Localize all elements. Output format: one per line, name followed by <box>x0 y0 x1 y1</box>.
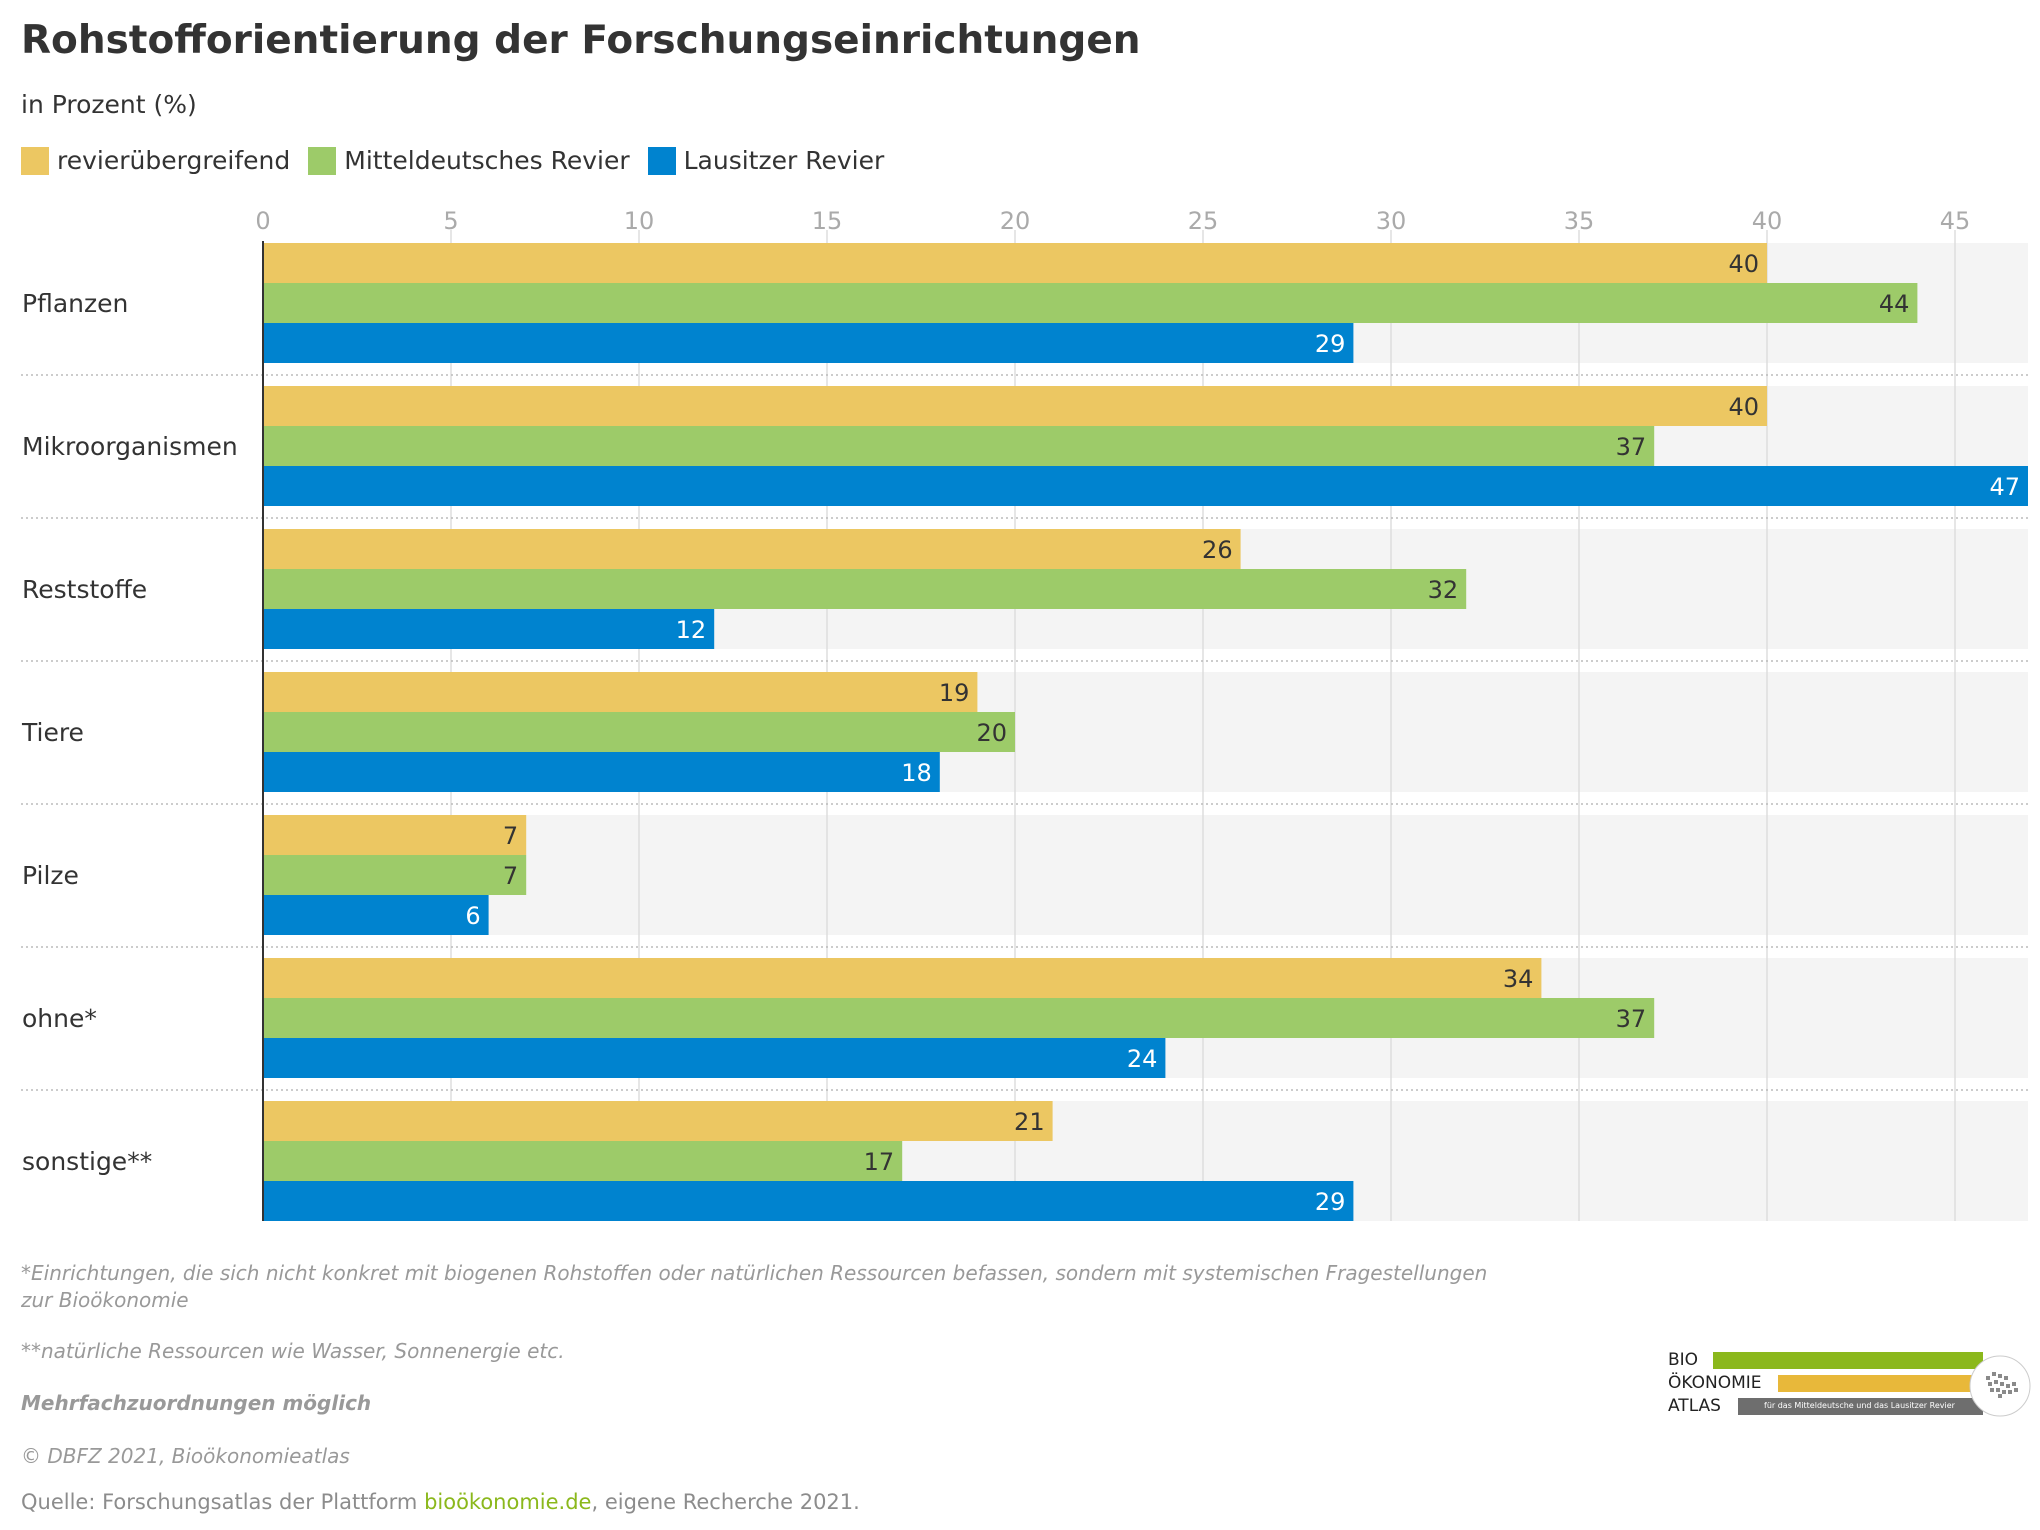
bar-sonstige-revierübergreifend <box>263 1101 1053 1141</box>
bioeconomy-atlas-logo: BIO ÖKONOMIE ATLAS für das Mitteldeutsch… <box>1668 1346 2038 1426</box>
legend-item-revieruebergreifend[interactable]: revierübergreifend <box>21 146 290 175</box>
legend-swatch-revieruebergreifend <box>21 146 49 175</box>
data-label-tiere-lausitzer-revier: 18 <box>901 759 932 787</box>
bar-sonstige-mitteldeutsches-revier <box>263 1141 903 1181</box>
bar-ohne-lausitzer-revier <box>263 1038 1166 1078</box>
data-label-tiere-revierübergreifend: 19 <box>939 679 970 707</box>
bar-mikroorganismen-revierübergreifend <box>263 386 1767 426</box>
data-label-reststoffe-mitteldeutsches-revier: 32 <box>1428 576 1459 604</box>
logo-bar-grey <box>1738 1398 1983 1415</box>
bar-pflanzen-lausitzer-revier <box>263 323 1354 363</box>
chart-title: Rohstofforientierung der Forschungseinri… <box>21 18 1141 63</box>
x-tick-label-25: 25 <box>1188 207 1219 235</box>
x-tick-label-10: 10 <box>624 207 655 235</box>
footnote-sonstige: **natürliche Ressourcen wie Wasser, Sonn… <box>21 1339 565 1363</box>
footnote-ohne: *Einrichtungen, die sich nicht konkret m… <box>21 1261 1488 1285</box>
legend-swatch-mitteldeutsches-revier <box>308 146 337 175</box>
bar-pflanzen-mitteldeutsches-revier <box>263 283 1918 323</box>
source-prefix: Quelle: Forschungsatlas der Plattform <box>21 1490 425 1514</box>
source-line: Quelle: Forschungsatlas der Plattform bi… <box>21 1490 860 1514</box>
bar-tiere-lausitzer-revier <box>263 752 940 792</box>
data-label-ohne-revierübergreifend: 34 <box>1503 965 1534 993</box>
bar-sonstige-lausitzer-revier <box>263 1181 1354 1221</box>
x-tick-label-0: 0 <box>255 207 270 235</box>
category-label-sonstige: sonstige** <box>22 1147 152 1176</box>
data-label-pflanzen-revierübergreifend: 40 <box>1728 250 1759 278</box>
logo-bar-yellow <box>1778 1375 1983 1392</box>
category-label-pilze: Pilze <box>22 861 79 890</box>
chart-subtitle: in Prozent (%) <box>21 90 197 119</box>
legend-label-mitteldeutsches-revier: Mitteldeutsches Revier <box>344 146 630 175</box>
logo-word-oekonomie: ÖKONOMIE <box>1668 1373 1762 1393</box>
category-label-mikroorganismen: Mikroorganismen <box>22 432 238 461</box>
data-label-ohne-lausitzer-revier: 24 <box>1127 1045 1158 1073</box>
data-label-sonstige-revierübergreifend: 21 <box>1014 1108 1045 1136</box>
x-tick-label-15: 15 <box>812 207 843 235</box>
legend-item-mitteldeutsches-revier[interactable]: Mitteldeutsches Revier <box>308 146 630 175</box>
logo-word-atlas: ATLAS <box>1668 1396 1721 1416</box>
bar-pilze-revierübergreifend <box>263 815 527 855</box>
category-band-pilze <box>263 815 2028 935</box>
data-label-mikroorganismen-mitteldeutsches-revier: 37 <box>1616 433 1647 461</box>
x-tick-label-5: 5 <box>443 207 458 235</box>
legend: revierübergreifend Mitteldeutsches Revie… <box>21 146 902 175</box>
legend-item-lausitzer-revier[interactable]: Lausitzer Revier <box>647 146 885 175</box>
data-label-sonstige-lausitzer-revier: 29 <box>1315 1188 1346 1216</box>
data-label-pflanzen-lausitzer-revier: 29 <box>1315 330 1346 358</box>
category-label-tiere: Tiere <box>21 718 84 747</box>
data-label-ohne-mitteldeutsches-revier: 37 <box>1616 1005 1647 1033</box>
category-label-ohne: ohne* <box>22 1004 97 1033</box>
bar-reststoffe-lausitzer-revier <box>263 609 715 649</box>
x-tick-label-40: 40 <box>1752 207 1783 235</box>
bar-ohne-mitteldeutsches-revier <box>263 998 1655 1038</box>
source-suffix: , eigene Recherche 2021. <box>591 1490 860 1514</box>
data-label-mikroorganismen-lausitzer-revier: 47 <box>1989 473 2020 501</box>
category-label-reststoffe: Reststoffe <box>22 575 147 604</box>
bar-mikroorganismen-mitteldeutsches-revier <box>263 426 1655 466</box>
x-tick-label-20: 20 <box>1000 207 1031 235</box>
data-label-pilze-mitteldeutsches-revier: 7 <box>503 862 518 890</box>
bar-chart: 0 5 10 15 20 25 30 35 40 45 Pflanzen 40 44 29 Mikroorg… <box>21 207 2028 1221</box>
bar-tiere-mitteldeutsches-revier <box>263 712 1015 752</box>
bar-tiere-revierübergreifend <box>263 672 978 712</box>
x-tick-label-35: 35 <box>1564 207 1595 235</box>
logo-word-bio: BIO <box>1668 1350 1699 1370</box>
bar-pflanzen-revierübergreifend <box>263 243 1767 283</box>
data-label-sonstige-mitteldeutsches-revier: 17 <box>864 1148 895 1176</box>
source-link[interactable]: bioökonomie.de <box>424 1490 592 1514</box>
data-label-reststoffe-revierübergreifend: 26 <box>1202 536 1233 564</box>
data-label-reststoffe-lausitzer-revier: 12 <box>676 616 707 644</box>
map-icon <box>1969 1355 2031 1417</box>
bar-reststoffe-mitteldeutsches-revier <box>263 569 1467 609</box>
note-mehrfachzuordnungen: Mehrfachzuordnungen möglich <box>21 1391 372 1415</box>
data-label-pflanzen-mitteldeutsches-revier: 44 <box>1879 290 1910 318</box>
category-label-pflanzen: Pflanzen <box>22 289 128 318</box>
logo-bar-green <box>1713 1352 1983 1369</box>
data-label-pilze-revierübergreifend: 7 <box>503 822 518 850</box>
x-tick-label-45: 45 <box>1940 207 1971 235</box>
data-label-tiere-mitteldeutsches-revier: 20 <box>976 719 1007 747</box>
logo-tagline: für das Mitteldeutsche und das Lausitzer… <box>1764 1401 1955 1410</box>
legend-label-revieruebergreifend: revierübergreifend <box>57 146 291 175</box>
data-label-mikroorganismen-revierübergreifend: 40 <box>1728 393 1759 421</box>
bar-pilze-mitteldeutsches-revier <box>263 855 527 895</box>
footnote-ohne-continued: zur Bioökonomie <box>21 1288 189 1312</box>
bar-reststoffe-revierübergreifend <box>263 529 1241 569</box>
copyright: © DBFZ 2021, Bioökonomieatlas <box>21 1444 350 1468</box>
bar-pilze-lausitzer-revier <box>263 895 489 935</box>
x-tick-label-30: 30 <box>1376 207 1407 235</box>
data-label-pilze-lausitzer-revier: 6 <box>465 902 480 930</box>
bar-ohne-revierübergreifend <box>263 958 1542 998</box>
legend-swatch-lausitzer-revier <box>647 146 676 175</box>
legend-label-lausitzer-revier: Lausitzer Revier <box>683 146 885 175</box>
bar-mikroorganismen-lausitzer-revier <box>263 466 2028 506</box>
